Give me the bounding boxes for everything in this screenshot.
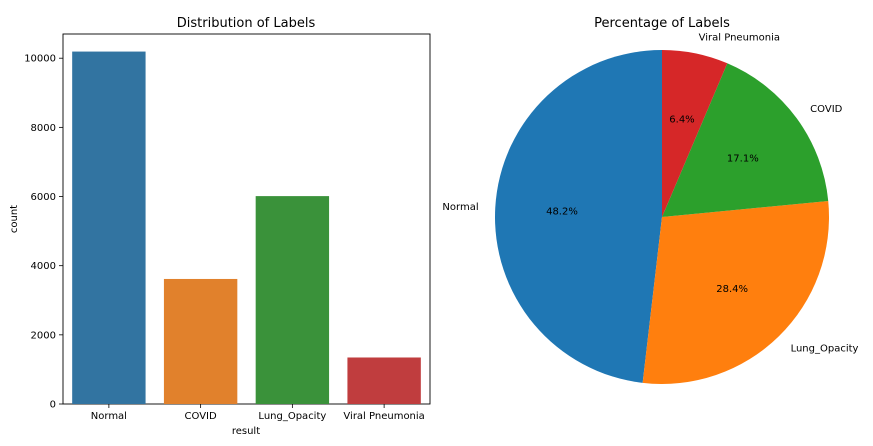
- x-axis-label: result: [232, 426, 260, 437]
- pie-category-label: COVID: [810, 104, 842, 115]
- bars: [72, 51, 421, 405]
- y-axis-ticks: 0 2000 4000 6000 8000 10000: [24, 54, 63, 411]
- pie-category-label: Lung_Opacity: [791, 344, 859, 355]
- bar: [347, 357, 421, 404]
- pie-slice: [494, 50, 662, 383]
- pie-labels: 48.2% Normal 28.4% Lung_Opacity 17.1% COVID 6.…: [442, 32, 858, 354]
- pie-percent-label: 48.2%: [546, 207, 578, 218]
- y-tick-label: 6000: [31, 192, 56, 203]
- x-tick-label: Normal: [91, 411, 127, 422]
- pie-slice: [642, 201, 829, 384]
- y-tick-label: 2000: [31, 330, 56, 341]
- x-tick-label: COVID: [185, 411, 217, 422]
- bar: [163, 278, 238, 404]
- pie-slice: [662, 63, 829, 217]
- y-tick-label: 0: [50, 400, 56, 411]
- pie-category-label: Normal: [442, 202, 478, 213]
- pie-chart: Percentage of Labels 48.2% Normal 28.4% Lun…: [442, 16, 859, 384]
- x-axis-ticks: Normal COVID Lung_Opacity Viral Pneumonia: [91, 404, 425, 422]
- x-tick-label: Viral Pneumonia: [343, 411, 424, 422]
- pie-slice: [662, 50, 728, 217]
- pie-chart-title: Percentage of Labels: [594, 16, 730, 31]
- x-tick-label: Lung_Opacity: [258, 411, 326, 422]
- y-axis-label: count: [9, 205, 20, 233]
- y-tick-label: 10000: [24, 54, 56, 65]
- bar: [72, 51, 146, 405]
- bar-plot-frame: [62, 33, 431, 405]
- pie-percent-label: 6.4%: [669, 114, 694, 125]
- pie-percent-label: 28.4%: [716, 284, 748, 295]
- bar-chart: Distribution of Labels 0 2000 4000 6000 8000…: [9, 16, 431, 437]
- bar: [255, 196, 330, 404]
- bar-chart-title: Distribution of Labels: [177, 16, 316, 31]
- pie-percent-label: 17.1%: [727, 153, 759, 164]
- pie-slices: [494, 50, 829, 384]
- y-tick-label: 4000: [31, 261, 56, 272]
- y-tick-label: 8000: [31, 123, 56, 134]
- pie-category-label: Viral Pneumonia: [699, 32, 780, 43]
